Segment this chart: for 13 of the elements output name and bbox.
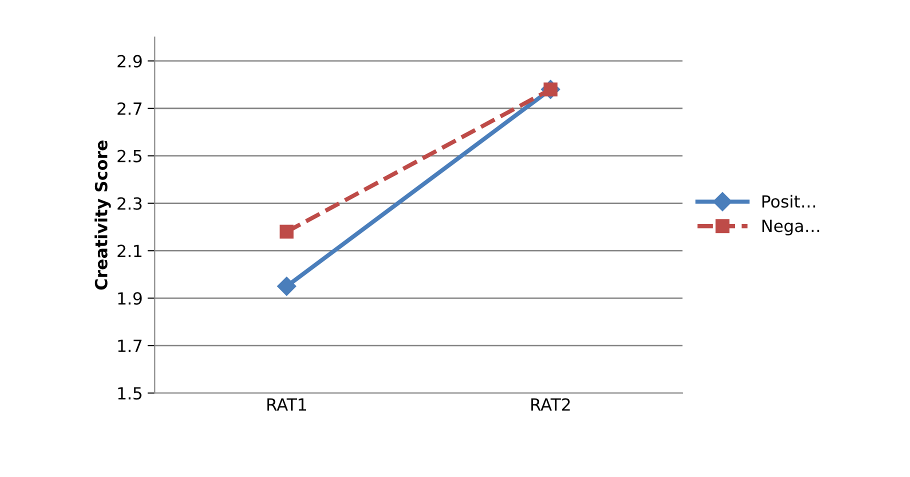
y-tick-label: 2.9 (118, 54, 142, 68)
x-tick-label: RAT1 (267, 398, 306, 411)
y-tick-label: 2.7 (118, 102, 142, 115)
y-axis-title: Creativity Score (94, 140, 111, 290)
y-tick-label: 2.3 (118, 197, 142, 210)
legend-label: Nega… (762, 220, 820, 236)
y-tick-label: 1.9 (118, 292, 142, 305)
y-tick-label: 2.5 (118, 150, 142, 162)
x-tick-label: RAT2 (531, 398, 570, 411)
legend-label: Posit… (762, 194, 816, 208)
y-tick-label: 1.5 (118, 387, 142, 400)
y-tick-label: 1.7 (118, 340, 142, 352)
y-tick-label: 2.1 (118, 244, 142, 258)
